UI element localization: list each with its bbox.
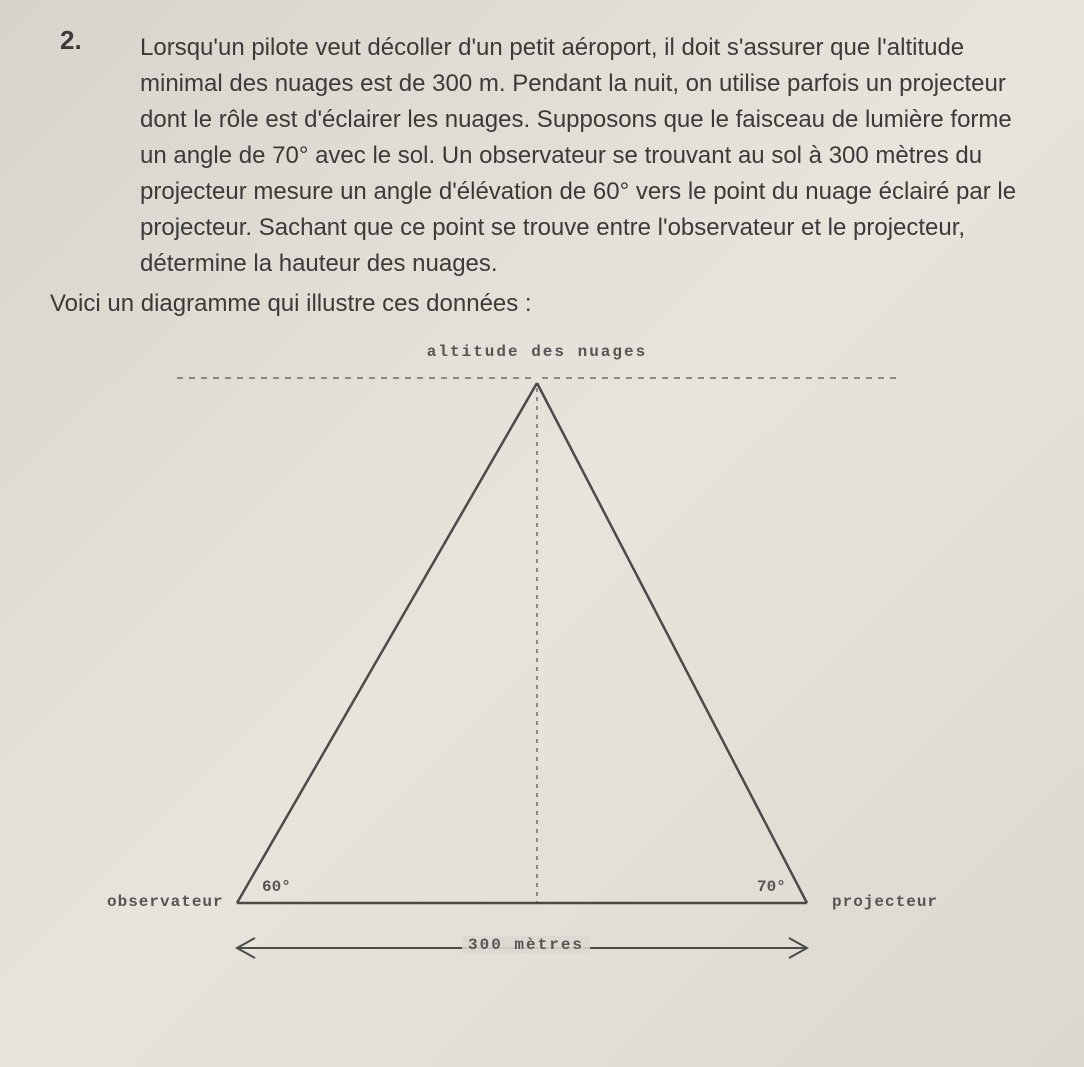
- question-subtext: Voici un diagramme qui illustre ces donn…: [50, 290, 1024, 318]
- question-text: Lorsqu'un pilote veut décoller d'un peti…: [140, 30, 1024, 282]
- angle-left-label: 60°: [262, 878, 291, 896]
- diagram: altitude des nuages observateur projecte…: [87, 338, 987, 1008]
- altitude-label: altitude des nuages: [427, 343, 647, 361]
- observer-label: observateur: [107, 893, 224, 911]
- angle-right-label: 70°: [757, 878, 786, 896]
- projector-label: projecteur: [832, 893, 938, 911]
- question-number: 2.: [60, 25, 82, 56]
- distance-label: 300 mètres: [462, 936, 590, 954]
